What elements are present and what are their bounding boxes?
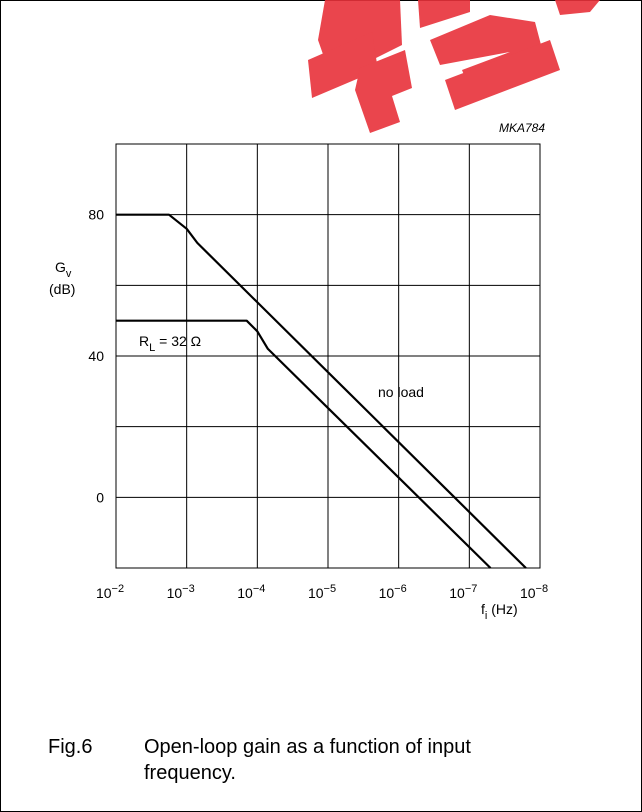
y-axis-unit: (dB): [49, 281, 75, 297]
annotation-rl-32: RL = 32 Ω: [139, 333, 201, 354]
x-tick-label: 10−7: [449, 583, 477, 601]
annotation-no-load: no load: [378, 384, 424, 400]
x-tick-label: 10−3: [167, 583, 195, 601]
y-tick-label: 0: [96, 489, 104, 505]
chart-labels: Gv(dB) fi (Hz) no load RL = 32 Ω: [49, 259, 518, 622]
x-tick-label: 10−4: [237, 583, 265, 601]
series-line-no-load: [116, 213, 527, 569]
chart-series: [116, 213, 527, 569]
x-tick-label: 10−2: [96, 583, 124, 601]
chart-ticks: 80 40 0 10−2 10−3 10−4 10−5 10−6 10−7 10−8: [88, 207, 548, 601]
x-tick-label: 10−8: [520, 583, 548, 601]
caption-text: Open-loop gain as a function of input fr…: [144, 736, 471, 784]
y-axis-label: Gv: [55, 259, 72, 280]
y-tick-label: 80: [88, 207, 104, 223]
figure-code: MKA784: [498, 121, 545, 135]
y-tick-label: 40: [88, 348, 104, 364]
figure-caption: Fig.6 Open-loop gain as a function of in…: [48, 734, 544, 786]
x-axis-label: fi (Hz): [481, 601, 518, 622]
x-tick-label: 10−6: [379, 583, 407, 601]
caption-label: Fig.6: [48, 736, 93, 758]
series-line-rl-32: [116, 319, 492, 569]
x-tick-label: 10−5: [308, 583, 336, 601]
chart-grid: [115, 143, 541, 569]
